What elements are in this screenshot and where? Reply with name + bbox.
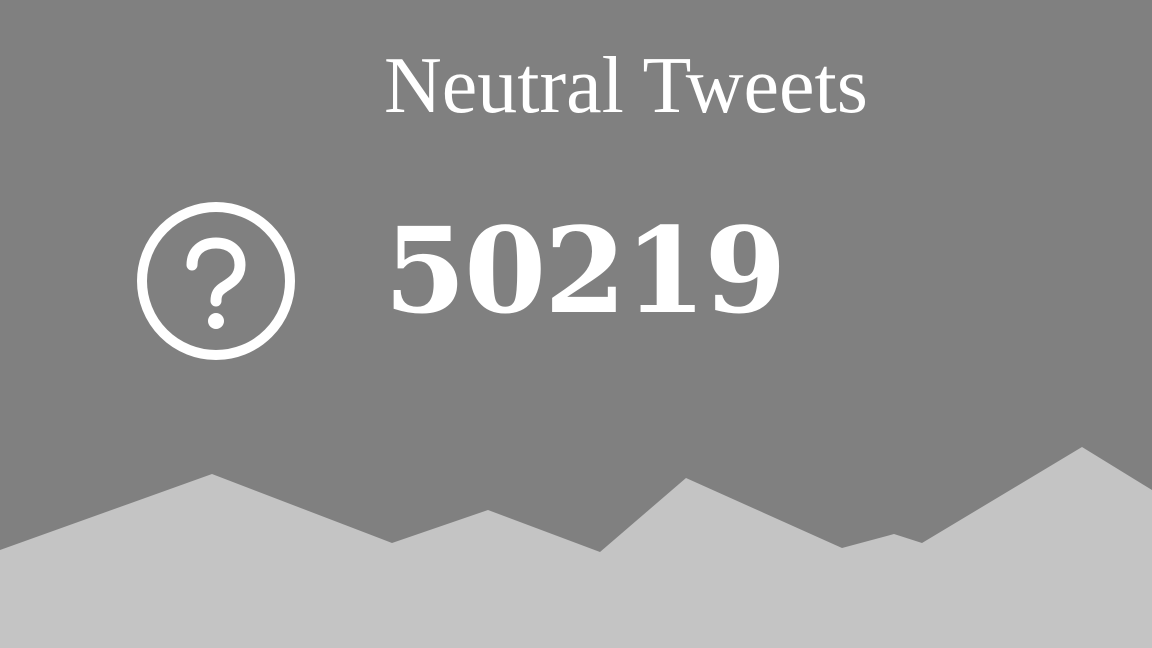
tweet-count-value: 50219 bbox=[384, 201, 787, 340]
question-circle-icon bbox=[134, 199, 298, 363]
card-title: Neutral Tweets bbox=[384, 42, 868, 130]
